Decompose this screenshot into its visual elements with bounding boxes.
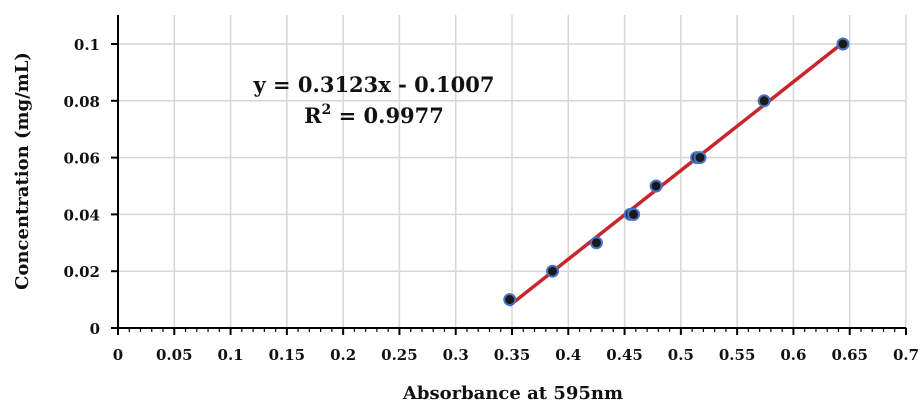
data-point <box>546 264 560 278</box>
y-tick-label: 0.04 <box>63 206 100 224</box>
trendline-group <box>508 41 845 307</box>
x-tick-label: 0.2 <box>330 346 356 364</box>
data-point <box>589 236 603 250</box>
x-tick-label: 0.3 <box>443 346 469 364</box>
x-tick-label: 0.5 <box>668 346 694 364</box>
x-tick-label: 0.15 <box>269 346 306 364</box>
x-tick-label: 0.65 <box>831 346 868 364</box>
y-tick-label: 0.02 <box>63 263 100 281</box>
data-point <box>693 151 707 165</box>
data-point <box>649 179 663 193</box>
y-tick-label: 0 <box>90 320 100 338</box>
x-tick-label: 0.45 <box>606 346 643 364</box>
x-tick-label: 0.6 <box>780 346 806 364</box>
gridlines <box>118 15 907 328</box>
x-tick-labels: 0 0.05 0.1 0.15 0.2 0.25 0.3 0.35 0.4 0.45 0.5 0.55… <box>113 346 919 364</box>
data-point <box>503 293 517 307</box>
trendline <box>508 41 845 307</box>
x-axis-title: Absorbance at 595nm <box>402 383 623 404</box>
x-tick-label: 0.4 <box>555 346 581 364</box>
r-squared-label: R2 = 0.9977 <box>304 102 444 128</box>
x-tick-label: 0 <box>113 346 123 364</box>
y-tick-label: 0.1 <box>74 36 100 54</box>
trendline-equation: y = 0.3123x - 0.1007 <box>252 72 494 97</box>
y-tick-label: 0.08 <box>63 93 100 111</box>
data-points <box>503 37 850 307</box>
x-tick-label: 0.35 <box>494 346 531 364</box>
x-tick-label: 0.55 <box>719 346 756 364</box>
y-tick-label: 0.06 <box>63 150 100 168</box>
data-point <box>836 37 850 51</box>
x-tick-label: 0.05 <box>156 346 193 364</box>
data-point <box>757 94 771 108</box>
y-axis-title: Concentration (mg/mL) <box>12 52 33 290</box>
data-point <box>627 207 641 221</box>
x-tick-label: 0.7 <box>893 346 919 364</box>
y-tick-labels: 0 0.02 0.04 0.06 0.08 0.1 <box>63 36 100 338</box>
axes <box>111 15 907 335</box>
x-tick-label: 0.25 <box>381 346 418 364</box>
x-tick-label: 0.1 <box>218 346 244 364</box>
